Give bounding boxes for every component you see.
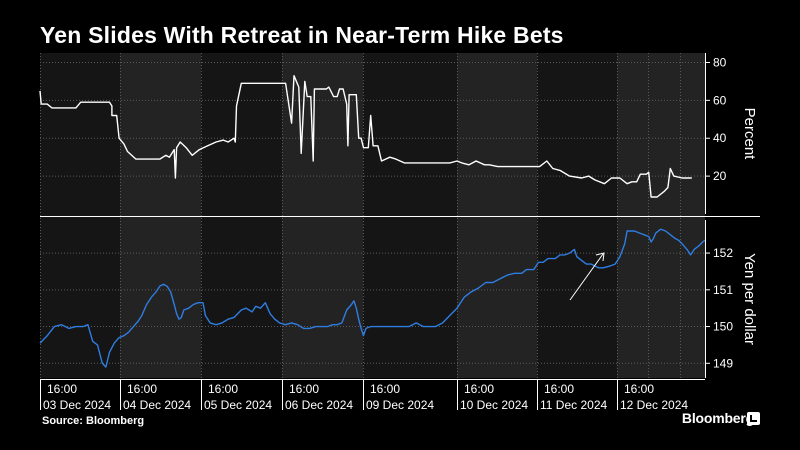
x-tick-time: 16:00 bbox=[127, 382, 157, 396]
y-tick-label: 40 bbox=[713, 131, 727, 145]
day-band bbox=[617, 53, 705, 378]
y-tick-label: 60 bbox=[713, 93, 727, 107]
x-tick-date: 12 Dec 2024 bbox=[620, 398, 688, 412]
day-bands bbox=[40, 53, 705, 378]
yen-per-dollar-line bbox=[39, 228, 706, 368]
x-tick-time: 16:00 bbox=[289, 382, 319, 396]
day-band bbox=[457, 53, 537, 378]
y-tick-label: 151 bbox=[713, 283, 733, 297]
x-tick-date: 05 Dec 2024 bbox=[204, 398, 272, 412]
x-tick-time: 16:00 bbox=[208, 382, 238, 396]
day-band bbox=[537, 53, 617, 378]
x-tick-date: 04 Dec 2024 bbox=[123, 398, 191, 412]
y-tick-label: 20 bbox=[713, 169, 727, 183]
annotation-arrowhead bbox=[595, 252, 605, 262]
y-axis-label: Yen per dollar bbox=[741, 253, 758, 345]
bloomberg-terminal-icon bbox=[747, 412, 760, 425]
y-axis-label: Percent bbox=[741, 108, 758, 161]
x-tick-time: 16:00 bbox=[370, 382, 400, 396]
x-tick-time: 16:00 bbox=[464, 382, 494, 396]
x-tick-date: 06 Dec 2024 bbox=[285, 398, 353, 412]
bloomberg-logo: Bloomberg bbox=[681, 410, 754, 426]
x-tick-time: 16:00 bbox=[624, 382, 654, 396]
x-tick-date: 10 Dec 2024 bbox=[460, 398, 528, 412]
y-tick-label: 150 bbox=[713, 320, 733, 334]
x-tick-time: 16:00 bbox=[544, 382, 574, 396]
y-tick-label: 80 bbox=[713, 55, 727, 69]
x-tick-date: 03 Dec 2024 bbox=[43, 398, 111, 412]
day-band bbox=[282, 53, 363, 378]
chart-title: Yen Slides With Retreat in Near-Term Hik… bbox=[40, 22, 564, 48]
rate-hike-probability-line bbox=[39, 74, 692, 198]
x-tick-date: 09 Dec 2024 bbox=[366, 398, 434, 412]
y-tick-label: 149 bbox=[713, 356, 733, 370]
day-band bbox=[201, 53, 282, 378]
axes-group: 16:00 03 Dec 2024 16:00 04 Dec 2024 16:00 05 … bbox=[40, 53, 760, 412]
day-band bbox=[363, 53, 457, 378]
day-band bbox=[120, 53, 201, 378]
y-tick-label: 152 bbox=[713, 246, 733, 260]
annotation-arrow bbox=[569, 253, 604, 301]
x-tick-time: 16:00 bbox=[47, 382, 77, 396]
source-note: Source: Bloomberg bbox=[42, 415, 145, 427]
day-band bbox=[40, 53, 120, 378]
x-tick-date: 11 Dec 2024 bbox=[540, 398, 607, 412]
series-group bbox=[39, 74, 706, 368]
